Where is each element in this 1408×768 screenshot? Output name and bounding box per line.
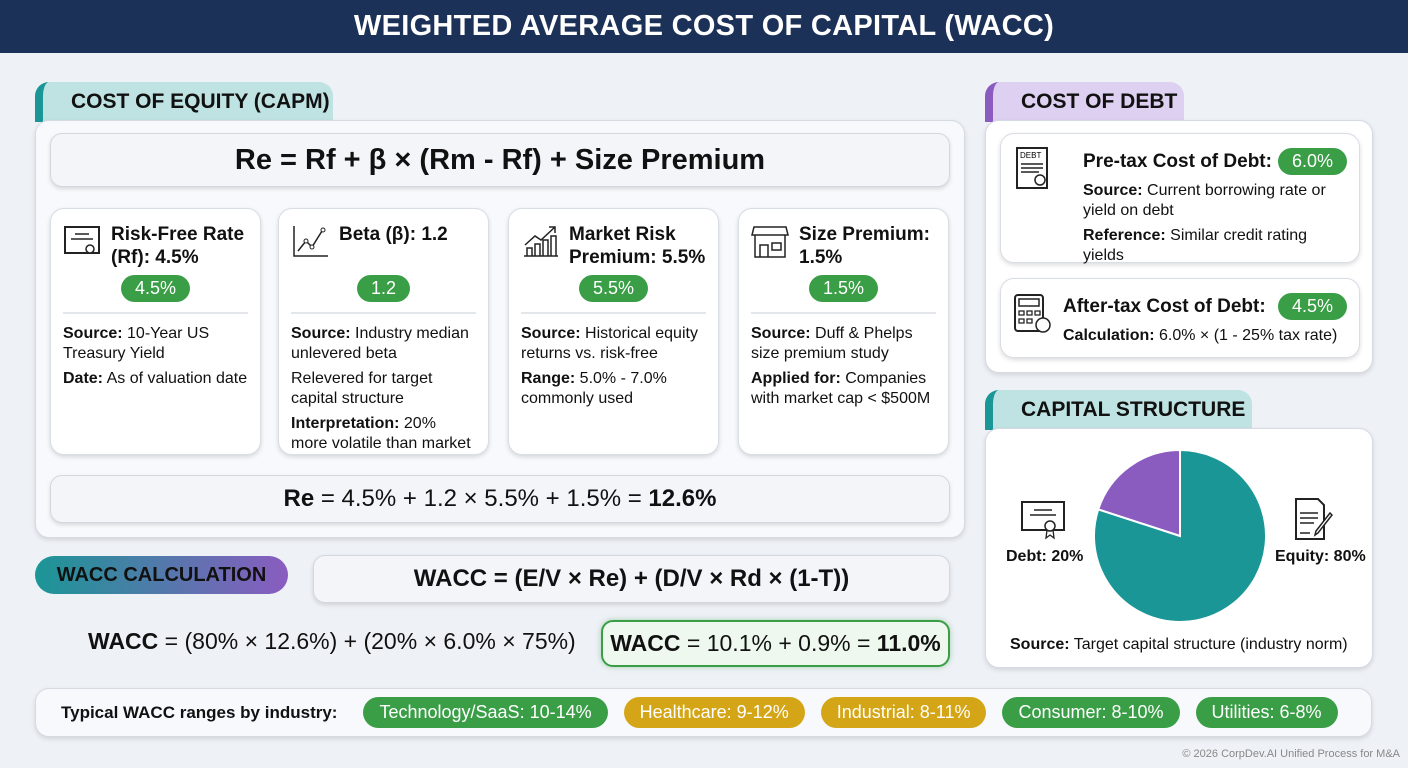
aftertax-debt-card: After-tax Cost of Debt: 4.5% Calculation:… <box>1000 278 1360 358</box>
equity-pie-label: Equity: 80% <box>1275 548 1366 565</box>
signed-contract-icon <box>1295 498 1333 540</box>
svg-text:DEBT: DEBT <box>1020 151 1041 160</box>
wacc-result-value: 11.0% <box>876 630 941 656</box>
calculator-icon <box>1014 294 1051 333</box>
wacc-expression: = (80% × 12.6%) + (20% × 6.0% × 75%) <box>158 628 576 654</box>
divider <box>291 312 476 314</box>
card-title: Risk-Free Rate (Rf): 4.5% <box>111 224 245 268</box>
card-detail: Interpretation: 20% more volatile than m… <box>291 415 471 452</box>
wacc-formula: WACC = (E/V × Re) + (D/V × Rd × (1-T)) <box>313 555 950 603</box>
card-title: Beta (β): 1.2 <box>339 224 448 245</box>
card-title: Market Risk Premium: 5.5% <box>569 224 706 268</box>
aftertax-title: After-tax Cost of Debt: <box>1063 295 1266 317</box>
card-badge: 4.5% <box>120 275 191 302</box>
aftertax-calculation: Calculation: 6.0% × (1 - 25% tax rate) <box>1063 327 1338 344</box>
divider <box>751 312 936 314</box>
equity-card: Market Risk Premium: 5.5% 5.5% Source: His… <box>508 208 719 455</box>
capital-source: Source: Target capital structure (indust… <box>1010 636 1348 653</box>
equity-card: Beta (β): 1.2 1.2 Source: Industry median … <box>278 208 489 455</box>
card-detail: Source: Historical equity returns vs. ri… <box>521 325 698 362</box>
wacc-result-expression: = 10.1% + 0.9% = <box>680 630 877 656</box>
debt-pie-label: Debt: 20% <box>1006 548 1084 565</box>
footer-copyright: © 2026 CorpDev.AI Unified Process for M&… <box>1182 748 1400 760</box>
pretax-badge: 6.0% <box>1277 148 1347 175</box>
card-detail: Range: 5.0% - 7.0% commonly used <box>521 370 667 407</box>
card-detail: Applied for: Companies with market cap <… <box>751 370 931 407</box>
pretax-title: Pre-tax Cost of Debt: <box>1083 150 1272 172</box>
card-detail: Date: As of valuation date <box>63 370 248 387</box>
industry-range-pill: Utilities: 6-8% <box>1195 697 1338 728</box>
card-badge: 1.2 <box>356 275 411 302</box>
pretax-debt-card: DEBT Pre-tax Cost of Debt: 6.0% Source: C… <box>1000 133 1360 264</box>
equity-card: Size Premium: 1.5% 1.5% Source: Duff & Phe… <box>738 208 949 455</box>
storefront-icon <box>751 226 789 258</box>
industry-range-pill: Consumer: 8-10% <box>1002 697 1180 728</box>
industry-range-pill: Healthcare: 9-12% <box>623 697 805 728</box>
divider <box>63 312 248 314</box>
pretax-source: Source: Current borrowing rate or yield … <box>1083 182 1326 219</box>
card-detail: Source: Duff & Phelps size premium study <box>751 325 913 362</box>
wacc-result-label: WACC <box>610 630 681 656</box>
wacc-calculation-tab: WACC CALCULATION <box>35 556 288 594</box>
card-badge: 5.5% <box>578 275 649 302</box>
re-expression: = 4.5% + 1.2 × 5.5% + 1.5% = <box>314 485 649 512</box>
wacc-calc-line: WACC = (80% × 12.6%) + (20% × 6.0% × 75%… <box>88 628 576 655</box>
certificate-icon <box>1021 501 1065 540</box>
industry-range-pill: Industrial: 8-11% <box>820 697 987 728</box>
aftertax-badge: 4.5% <box>1277 293 1347 320</box>
capital-structure-tab: CAPITAL STRUCTURE <box>985 390 1252 430</box>
pretax-reference: Reference: Similar credit rating yields <box>1083 227 1308 264</box>
growth-chart-icon <box>524 226 558 257</box>
card-detail: Relevered for target capital structure <box>291 370 433 407</box>
industry-ranges-bar: Typical WACC ranges by industry: Technol… <box>35 688 1372 737</box>
re-result: Re = 4.5% + 1.2 × 5.5% + 1.5% = 12.6% <box>50 475 950 523</box>
pie-slice-debt <box>1096 448 1181 538</box>
debt-section-tab: COST OF DEBT <box>985 82 1184 122</box>
certificate-icon <box>64 226 100 254</box>
re-label: Re <box>283 485 315 512</box>
re-value: 12.6% <box>648 485 717 512</box>
line-chart-icon <box>293 226 328 257</box>
equity-section-tab: COST OF EQUITY (CAPM) <box>35 82 333 122</box>
capital-structure-pie <box>1093 448 1267 623</box>
wacc-result: WACC = 10.1% + 0.9% = 11.0% <box>601 620 950 667</box>
capm-formula: Re = Rf + β × (Rm - Rf) + Size Premium <box>50 133 950 187</box>
card-badge: 1.5% <box>808 275 879 302</box>
divider <box>521 312 706 314</box>
wacc-label: WACC <box>88 628 159 654</box>
debt-document-icon: DEBT <box>1016 147 1048 189</box>
page-title: WEIGHTED AVERAGE COST OF CAPITAL (WACC) <box>0 0 1408 53</box>
equity-card: Risk-Free Rate (Rf): 4.5% 4.5% Source: 10-… <box>50 208 261 455</box>
card-detail: Source: 10-Year US Treasury Yield <box>63 325 210 362</box>
card-title: Size Premium: 1.5% <box>799 224 930 268</box>
industry-ranges-label: Typical WACC ranges by industry: <box>61 702 338 722</box>
card-detail: Source: Industry median unlevered beta <box>291 325 469 362</box>
pie-slice-equity <box>1093 448 1267 623</box>
industry-range-pill: Technology/SaaS: 10-14% <box>363 697 608 728</box>
